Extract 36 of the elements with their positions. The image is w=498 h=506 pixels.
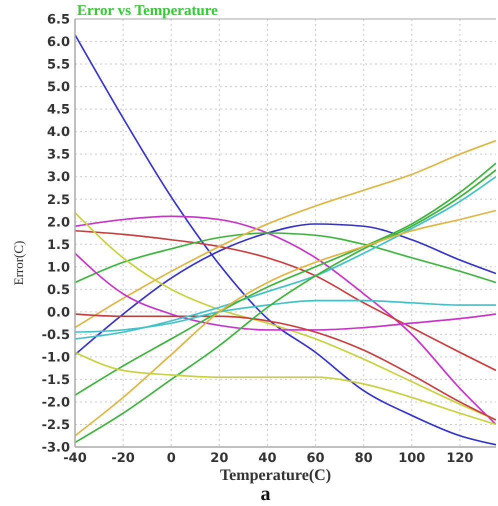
chart-title: Error vs Temperature xyxy=(77,3,218,19)
y-tick-label: 5.0 xyxy=(46,80,70,96)
y-tick-label: 2.0 xyxy=(46,215,70,230)
line-series xyxy=(75,230,496,372)
x-tick-label: 80 xyxy=(354,451,373,466)
line-series xyxy=(75,140,496,328)
y-tick-label: -1.0 xyxy=(42,350,70,366)
x-tick-label: 40 xyxy=(258,451,277,466)
y-tick-label: 3.0 xyxy=(46,170,70,186)
y-tick-label: -2.0 xyxy=(42,395,70,410)
y-axis-title: Error(C) xyxy=(11,240,26,286)
x-tick-label: 0 xyxy=(166,451,176,466)
x-axis-title: Temperature(C) xyxy=(220,467,332,484)
y-tick-label: -0.5 xyxy=(42,328,70,343)
y-tick-label: 4.0 xyxy=(46,125,70,140)
y-tick-label: 0.5 xyxy=(46,282,70,298)
y-tick-label: 4.5 xyxy=(46,102,70,118)
line-series xyxy=(75,313,496,421)
x-tick-label: 60 xyxy=(306,451,325,466)
y-tick-label: 1.0 xyxy=(46,260,70,276)
y-tick-label: -2.5 xyxy=(42,418,70,434)
y-tick-label: 3.5 xyxy=(46,148,70,163)
y-tick-label: 1.5 xyxy=(46,238,70,253)
text: a xyxy=(260,483,270,505)
y-tick-label: 6.0 xyxy=(46,35,70,50)
x-tick-label: -20 xyxy=(111,451,135,466)
y-tick-label: -1.5 xyxy=(42,372,70,388)
x-tick-label: 100 xyxy=(398,451,426,466)
y-tick-label: 5.5 xyxy=(46,58,70,73)
x-tick-label: 20 xyxy=(210,451,228,466)
y-tick-label: 6.5 xyxy=(46,12,70,28)
line-series xyxy=(75,352,496,426)
line-series xyxy=(75,176,496,340)
y-tick-label: 0.0 xyxy=(46,305,70,320)
y-tick-label: 2.5 xyxy=(46,192,70,208)
x-tick-label: 120 xyxy=(446,451,474,466)
